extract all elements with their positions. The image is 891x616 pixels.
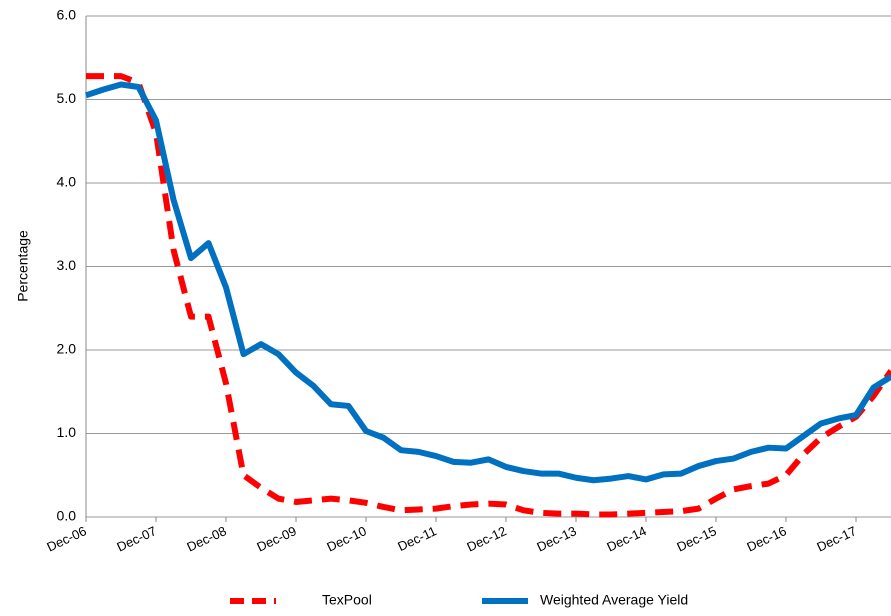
x-tick-label: Dec-15 bbox=[674, 523, 718, 554]
y-tick-label: 6.0 bbox=[57, 7, 77, 23]
x-tick-label: Dec-10 bbox=[324, 523, 368, 554]
y-tick-label: 4.0 bbox=[57, 174, 77, 190]
legend-label: Weighted Average Yield bbox=[540, 592, 688, 608]
data-line bbox=[85, 81, 891, 484]
x-tick-label: Dec-11 bbox=[395, 523, 438, 554]
x-tick-label: Dec-13 bbox=[534, 523, 578, 554]
y-tick-label: 1.0 bbox=[57, 424, 77, 440]
x-tick-label: Dec-08 bbox=[184, 523, 228, 554]
x-tick-label: Dec-14 bbox=[604, 523, 648, 554]
legend-label: TexPool bbox=[322, 592, 372, 608]
x-tick-label: Dec-17 bbox=[814, 523, 858, 554]
y-tick-label: 0.0 bbox=[57, 508, 77, 524]
x-tick-label: Dec-07 bbox=[114, 523, 158, 554]
data-line bbox=[86, 73, 891, 518]
y-tick-label: 5.0 bbox=[57, 90, 77, 106]
x-tick-label: Dec-06 bbox=[44, 523, 88, 554]
x-tick-label: Dec-09 bbox=[254, 523, 298, 554]
x-tick-label: Dec-12 bbox=[464, 523, 508, 554]
y-axis-label: Percentage bbox=[15, 230, 31, 302]
y-tick-label: 3.0 bbox=[57, 257, 77, 273]
x-tick-label: Dec-16 bbox=[744, 523, 788, 554]
y-tick-label: 2.0 bbox=[57, 341, 77, 357]
